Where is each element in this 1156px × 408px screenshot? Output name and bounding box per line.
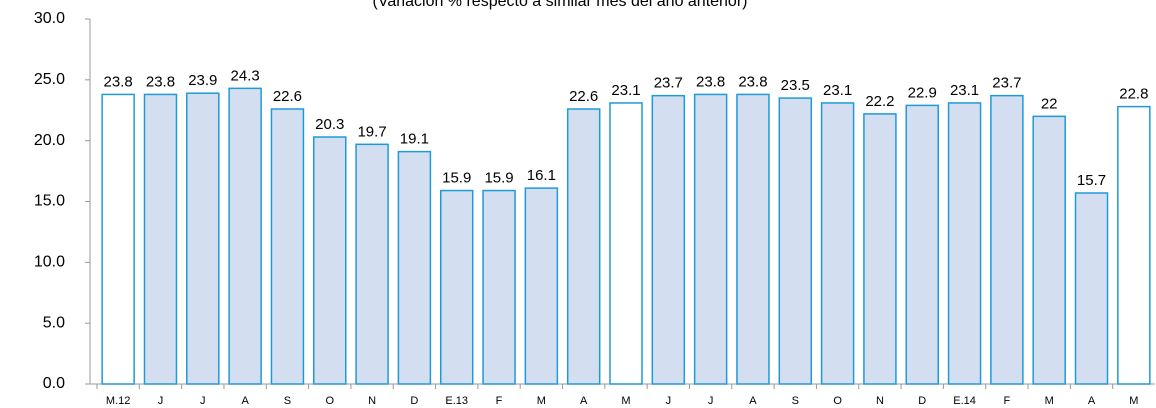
x-tick-label: A bbox=[580, 395, 588, 407]
x-tick-label: M bbox=[537, 395, 546, 407]
bar bbox=[482, 189, 516, 385]
y-tick-label: 30.0 bbox=[34, 10, 65, 27]
value-label: 22.9 bbox=[908, 84, 937, 101]
x-tick-label: N bbox=[368, 395, 376, 407]
bar bbox=[609, 102, 643, 385]
x-tick-label: O bbox=[833, 395, 842, 407]
value-label: 23.7 bbox=[654, 75, 683, 92]
bar bbox=[693, 93, 728, 385]
bar bbox=[143, 93, 178, 385]
bar bbox=[566, 108, 601, 385]
bar bbox=[397, 150, 432, 385]
x-tick-label: M bbox=[1129, 395, 1138, 407]
value-label: 15.9 bbox=[442, 170, 471, 187]
x-tick-label: F bbox=[1004, 395, 1011, 407]
bar bbox=[101, 93, 135, 385]
x-tick-label: E.14 bbox=[953, 395, 976, 407]
x-tick-label: S bbox=[284, 395, 291, 407]
x-tick-label: N bbox=[876, 395, 884, 407]
bar bbox=[990, 94, 1024, 385]
value-label: 23.9 bbox=[188, 72, 217, 89]
value-label: 22.6 bbox=[273, 88, 302, 105]
value-label: 15.7 bbox=[1077, 172, 1106, 189]
x-tick-label: J bbox=[158, 395, 164, 407]
value-label: 22.2 bbox=[865, 93, 894, 110]
value-label: 23.5 bbox=[781, 77, 810, 94]
bar bbox=[820, 102, 855, 385]
bar bbox=[186, 92, 220, 385]
value-label: 23.1 bbox=[823, 82, 852, 99]
bar bbox=[651, 94, 686, 385]
value-label: 23.1 bbox=[611, 82, 640, 99]
bar bbox=[905, 104, 939, 385]
y-tick-label: 10.0 bbox=[34, 254, 65, 271]
value-label: 23.8 bbox=[146, 73, 175, 90]
bar bbox=[524, 187, 559, 385]
x-tick-label: A bbox=[1088, 395, 1096, 407]
value-label: 23.8 bbox=[696, 73, 725, 90]
y-tick-label: 25.0 bbox=[34, 71, 65, 88]
bar bbox=[439, 189, 474, 385]
value-label: 23.7 bbox=[992, 75, 1021, 92]
bar bbox=[736, 93, 770, 385]
value-label: 19.7 bbox=[357, 123, 386, 140]
x-tick-label: O bbox=[325, 395, 334, 407]
bar bbox=[228, 87, 262, 385]
value-label: 22 bbox=[1041, 95, 1058, 112]
value-label: 24.3 bbox=[231, 67, 260, 84]
chart-subtitle: (Variación % respecto a similar mes del … bbox=[373, 0, 748, 10]
bar bbox=[863, 113, 897, 385]
bar bbox=[947, 102, 982, 385]
x-tick-label: F bbox=[496, 395, 503, 407]
bar bbox=[1032, 115, 1066, 385]
x-tick-label: J bbox=[708, 395, 714, 407]
x-tick-label: A bbox=[241, 395, 249, 407]
value-label: 16.1 bbox=[527, 167, 556, 184]
y-tick-label: 20.0 bbox=[34, 132, 65, 149]
y-tick-label: 0.0 bbox=[43, 375, 65, 392]
x-tick-label: M bbox=[1045, 395, 1054, 407]
x-tick-label: J bbox=[200, 395, 206, 407]
bar bbox=[1074, 192, 1109, 385]
x-tick-label: M bbox=[621, 395, 630, 407]
value-label: 19.1 bbox=[400, 131, 429, 148]
bar bbox=[313, 136, 347, 385]
bar bbox=[355, 143, 389, 385]
x-tick-label: M.12 bbox=[106, 395, 130, 407]
value-label: 23.1 bbox=[950, 82, 979, 99]
bar bbox=[1117, 105, 1151, 385]
x-tick-label: S bbox=[792, 395, 799, 407]
x-tick-label: J bbox=[666, 395, 672, 407]
x-tick-label: D bbox=[918, 395, 926, 407]
value-label: 22.6 bbox=[569, 88, 598, 105]
bar bbox=[270, 108, 305, 385]
value-label: 15.9 bbox=[484, 170, 513, 187]
value-label: 22.8 bbox=[1119, 86, 1148, 103]
x-tick-label: E.13 bbox=[445, 395, 468, 407]
y-tick-label: 15.0 bbox=[34, 193, 65, 210]
value-label: 23.8 bbox=[738, 73, 767, 90]
x-tick-label: A bbox=[749, 395, 757, 407]
value-label: 23.8 bbox=[104, 73, 133, 90]
value-label: 20.3 bbox=[315, 116, 344, 133]
y-tick-label: 5.0 bbox=[43, 314, 65, 331]
x-tick-label: D bbox=[410, 395, 418, 407]
bar bbox=[778, 97, 813, 385]
